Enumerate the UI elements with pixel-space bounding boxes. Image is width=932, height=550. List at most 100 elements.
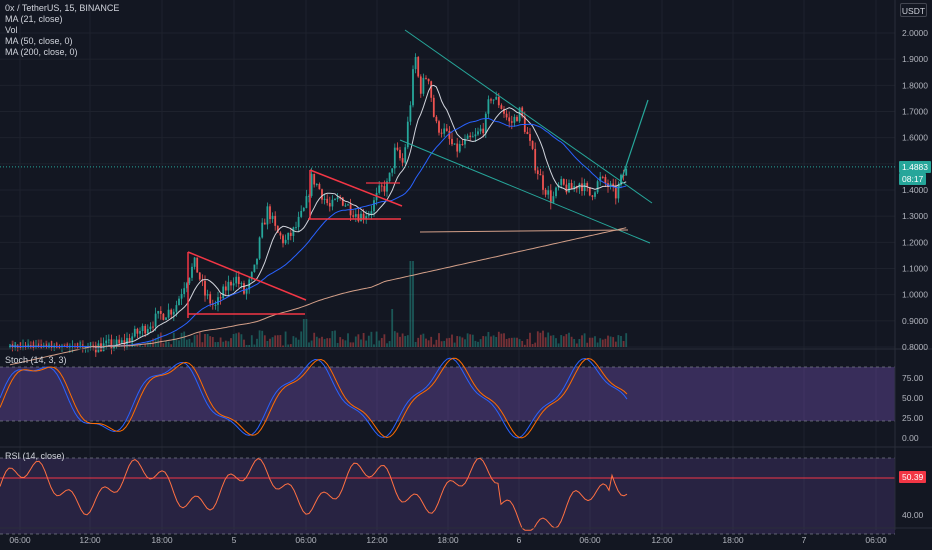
candle-body <box>503 108 505 114</box>
volume-bar <box>271 337 274 347</box>
volume-bar <box>523 344 526 347</box>
volume-bar <box>440 341 443 347</box>
volume-bar <box>170 344 173 347</box>
candle-body <box>352 215 355 217</box>
vol-legend[interactable]: Vol <box>5 25 18 35</box>
candle-body <box>144 325 147 334</box>
candle-body <box>601 176 604 178</box>
volume-bar <box>253 344 256 347</box>
candle-body <box>622 174 625 176</box>
candle-body <box>588 187 591 196</box>
candle-body <box>362 213 365 219</box>
candle-body <box>326 198 329 204</box>
candle-body <box>146 329 149 334</box>
candle-body <box>604 176 607 184</box>
candle-body <box>344 205 347 207</box>
stoch-tick-label: 0.00 <box>902 433 919 443</box>
currency-button[interactable]: USDT <box>900 3 927 17</box>
rsi-value-badge: 50.39 <box>899 471 927 483</box>
volume-bar <box>586 342 589 347</box>
candle-body <box>256 258 258 265</box>
candle-body <box>451 138 453 145</box>
candle-body <box>331 199 334 207</box>
time-tick-label: 7 <box>802 535 807 545</box>
volume-bar <box>237 332 240 347</box>
candle-body <box>178 298 180 306</box>
volume-bar <box>250 335 253 347</box>
candle-body <box>321 189 323 200</box>
candle-body <box>360 213 362 222</box>
volume-bar <box>484 336 487 347</box>
volume-bar <box>326 338 329 347</box>
candle-body <box>490 99 492 101</box>
volume-bar <box>583 333 586 347</box>
candle-body <box>334 199 336 201</box>
candle-body <box>565 184 568 193</box>
volume-bar <box>321 336 323 347</box>
volume-bar <box>594 336 596 347</box>
candle-body <box>162 313 165 320</box>
candle-body <box>157 311 160 314</box>
ma50-legend[interactable]: MA (50, close, 0) <box>5 36 73 46</box>
volume-bar <box>490 336 492 347</box>
volume-bar <box>113 339 115 347</box>
volume-bar <box>492 335 495 347</box>
volume-bar <box>562 336 565 347</box>
time-tick-label: 06:00 <box>9 535 31 545</box>
candle-body <box>253 264 256 272</box>
candle-body <box>471 136 474 138</box>
ma200-legend[interactable]: MA (200, close, 0) <box>5 47 78 57</box>
volume-bar <box>422 333 425 347</box>
stoch-legend[interactable]: Stoch (14, 3, 3) <box>5 355 67 365</box>
volume-bar <box>266 340 269 347</box>
candle-body <box>419 76 422 94</box>
candle-body <box>583 183 586 192</box>
volume-bar <box>289 344 292 347</box>
ma200-extension <box>419 229 629 233</box>
symbol-title[interactable]: 0x / TetherUS, 15, BINANCE <box>5 3 120 13</box>
rsi-legend[interactable]: RSI (14, close) <box>5 451 65 461</box>
price-tick-label: 1.0000 <box>902 290 928 300</box>
volume-bar <box>622 341 625 347</box>
volume-bar <box>22 339 24 347</box>
candle-body <box>214 304 217 306</box>
volume-bar <box>534 342 537 347</box>
rsi-tick-label: 40.00 <box>902 510 924 520</box>
volume-bar <box>373 344 375 347</box>
volume-bar <box>175 339 178 347</box>
candle-body <box>269 206 271 220</box>
volume-bar <box>344 340 347 347</box>
channel-upper-line <box>404 29 653 204</box>
volume-bar <box>352 342 355 347</box>
ma21-legend[interactable]: MA (21, close) <box>5 14 63 24</box>
volume-bar <box>383 334 386 347</box>
volume-bar <box>159 332 162 347</box>
candle-body <box>591 195 594 197</box>
volume-bar <box>185 339 188 347</box>
stoch-tick-label: 50.00 <box>902 393 924 403</box>
volume-bar <box>526 339 529 347</box>
volume-bar <box>560 335 563 347</box>
volume-bar <box>149 341 152 347</box>
candle-body <box>357 214 360 222</box>
volume-bar <box>297 339 300 347</box>
candle-body <box>32 346 35 348</box>
candle-body <box>367 213 370 217</box>
volume-bar <box>443 340 446 347</box>
stoch-tick-label: 25.00 <box>902 413 924 423</box>
volume-bar <box>625 333 628 347</box>
time-tick-label: 18:00 <box>437 535 459 545</box>
candle-body <box>240 283 243 285</box>
volume-bar <box>300 331 303 347</box>
candle-body <box>529 134 531 141</box>
volume-bar <box>612 337 615 347</box>
candle-body <box>279 232 282 236</box>
candle-body <box>123 340 126 344</box>
trend-drawings[interactable] <box>187 29 653 318</box>
volume-bar <box>427 340 430 347</box>
candle-body <box>271 215 274 220</box>
volume-bar <box>178 340 180 347</box>
volume-bar <box>458 336 461 347</box>
candle-body <box>188 277 191 284</box>
